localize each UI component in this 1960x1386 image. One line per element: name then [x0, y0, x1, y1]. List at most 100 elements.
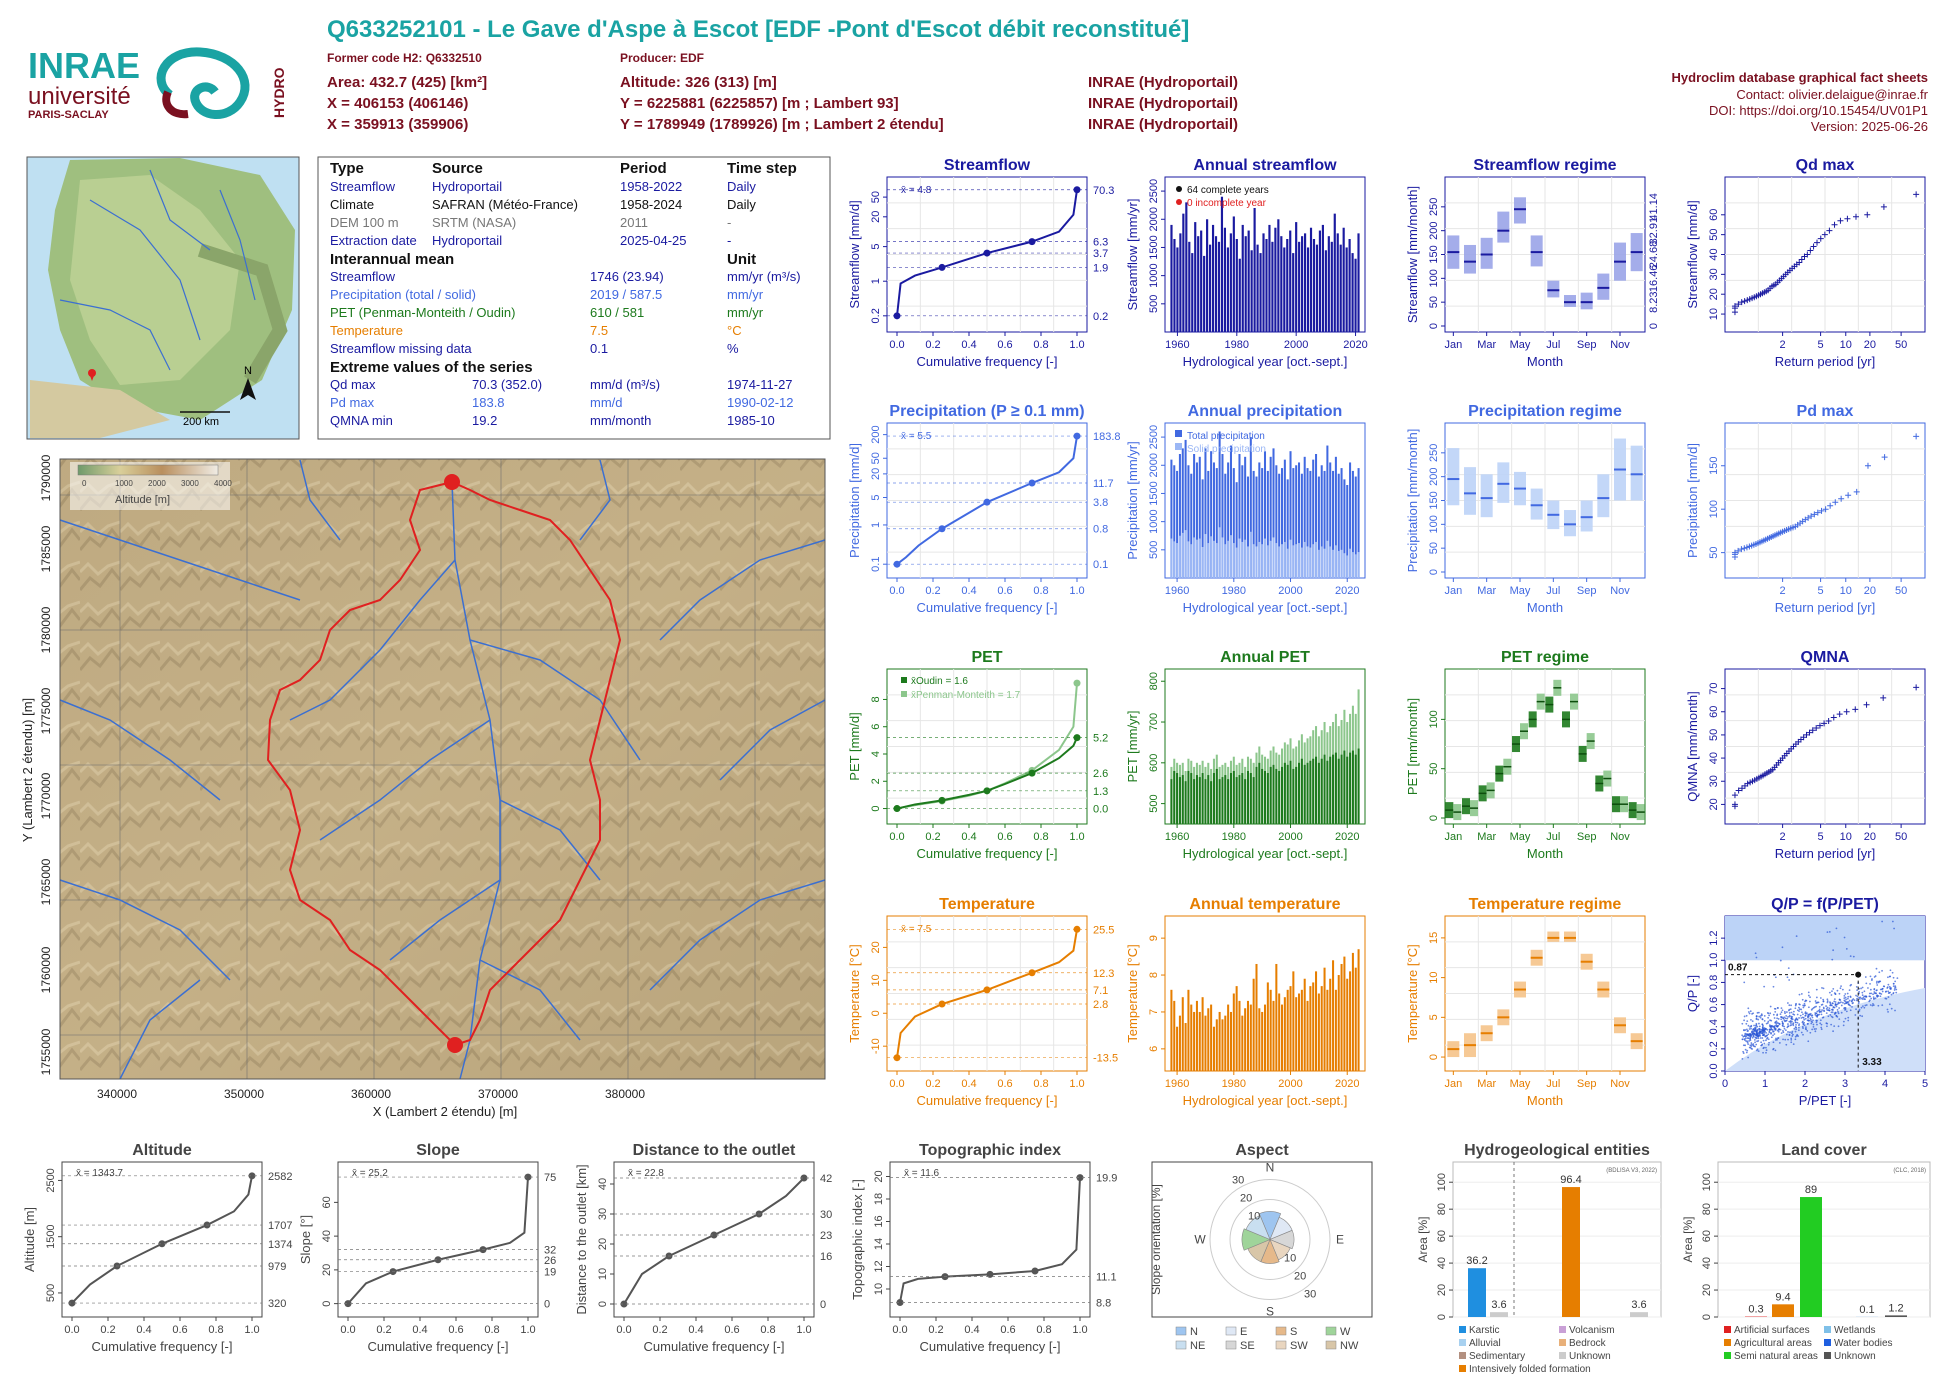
data-point	[1837, 1012, 1840, 1015]
data-point	[1791, 1030, 1794, 1033]
data-point	[1790, 1004, 1793, 1007]
y-axis-title: Precipitation [mm/d]	[847, 443, 862, 558]
table-cell: Streamflow	[330, 179, 396, 194]
legend-swatch	[901, 691, 907, 697]
data-point	[1876, 980, 1878, 983]
quantile-point	[893, 805, 901, 813]
data-point	[1876, 995, 1879, 998]
table-cell: 1958-2024	[620, 197, 682, 212]
year-bar	[1170, 989, 1173, 1071]
table-cell: 2011	[620, 215, 648, 230]
year-bar	[1258, 541, 1261, 578]
data-point	[1876, 984, 1879, 986]
data-point	[1869, 1004, 1872, 1006]
data-point	[1881, 990, 1884, 993]
data-point	[1880, 203, 1887, 210]
data-point	[1893, 927, 1895, 930]
x-axis-title: Cumulative frequency [-]	[917, 600, 1058, 615]
y-tick-label: 100	[1701, 1173, 1713, 1191]
year-bar	[1181, 997, 1184, 1071]
year-bar	[1247, 230, 1250, 332]
data-point	[1890, 987, 1892, 989]
data-point	[1750, 1042, 1753, 1044]
data-point	[1794, 1021, 1797, 1024]
year-bar	[1306, 762, 1309, 824]
data-point	[1796, 1013, 1799, 1016]
year-bar	[1357, 468, 1360, 578]
year-bar	[1185, 202, 1188, 332]
data-point	[1766, 1022, 1769, 1024]
year-bar	[1317, 476, 1320, 578]
data-point	[1743, 1019, 1745, 1022]
year-bar	[1224, 544, 1227, 578]
x-tick-label: 1	[1762, 1078, 1768, 1090]
x-tick-label: 1960	[1165, 585, 1189, 597]
year-bar	[1226, 247, 1229, 332]
y-axis-title: Slope orientation [%]	[1149, 1184, 1163, 1295]
quantile-point	[68, 1299, 76, 1307]
svg-text:N: N	[244, 365, 252, 377]
x-tick-label: 0.2	[925, 585, 940, 597]
year-bar	[1198, 777, 1201, 824]
data-point	[1781, 1009, 1784, 1012]
data-point	[1803, 1002, 1806, 1005]
mean-label: x̄ = 4.8	[901, 185, 932, 196]
year-bar	[1306, 1000, 1309, 1071]
data-point	[1764, 1035, 1767, 1038]
data-point	[1816, 1019, 1819, 1022]
x-tick-label: Mar	[1477, 1078, 1496, 1090]
year-bar	[1298, 762, 1301, 824]
data-point	[1782, 1031, 1785, 1034]
y-axis-title: Precipitation [mm/d]	[1685, 443, 1700, 558]
data-point	[1835, 1005, 1838, 1008]
table-cell: mm/d (m³/s)	[590, 377, 660, 392]
data-point	[1868, 1000, 1871, 1003]
data-point	[1775, 1037, 1777, 1040]
right-tick-label: 2.6	[1093, 768, 1108, 780]
data-point	[1754, 1041, 1756, 1044]
data-point	[1761, 1037, 1764, 1039]
x-tick-label: Sep	[1577, 831, 1597, 843]
x-tick-label: 1980	[1222, 1078, 1246, 1090]
data-point	[1862, 998, 1864, 1001]
year-bar	[1351, 470, 1354, 578]
data-point	[1806, 1015, 1809, 1018]
data-point	[1747, 1056, 1750, 1059]
year-bar	[1193, 537, 1196, 578]
table-cell: Daily	[727, 179, 756, 194]
compass-label: E	[1336, 1233, 1344, 1247]
year-bar	[1354, 967, 1357, 1071]
year-bar	[1332, 960, 1335, 1071]
year-bar	[1275, 543, 1278, 578]
x-tick-label: 1980	[1222, 831, 1246, 843]
y-tick-label: 2500	[1148, 425, 1160, 449]
year-bar	[1210, 781, 1213, 824]
data-point	[1892, 992, 1895, 995]
year-bar	[1340, 754, 1343, 824]
x-tick-label: 0.4	[688, 1324, 703, 1336]
x-tick-label: 1.0	[796, 1324, 811, 1336]
year-bar	[1190, 1004, 1193, 1071]
year-bar	[1329, 462, 1332, 578]
legend-swatch	[1459, 1339, 1466, 1346]
x-tick-label: 50	[1895, 831, 1907, 843]
data-point	[1861, 986, 1864, 989]
year-bar	[1301, 236, 1304, 332]
x-tick-label: Nov	[1610, 585, 1630, 597]
data-point	[1795, 935, 1798, 937]
data-point	[1838, 1007, 1841, 1009]
year-bar	[1207, 470, 1210, 578]
x-tick-label: 0.0	[889, 1078, 904, 1090]
year-bar	[1187, 465, 1190, 578]
year-bar	[1201, 547, 1204, 578]
y-tick-label: 20	[1436, 1284, 1448, 1296]
year-bar	[1283, 247, 1286, 332]
data-point	[1780, 1007, 1783, 1010]
year-bar	[1207, 543, 1210, 578]
x-tick-label: 2000	[1278, 1078, 1302, 1090]
data-point	[1828, 1007, 1831, 1010]
y-tick-label: 6	[870, 724, 882, 730]
right-tick-label: 2.8	[1093, 999, 1108, 1011]
